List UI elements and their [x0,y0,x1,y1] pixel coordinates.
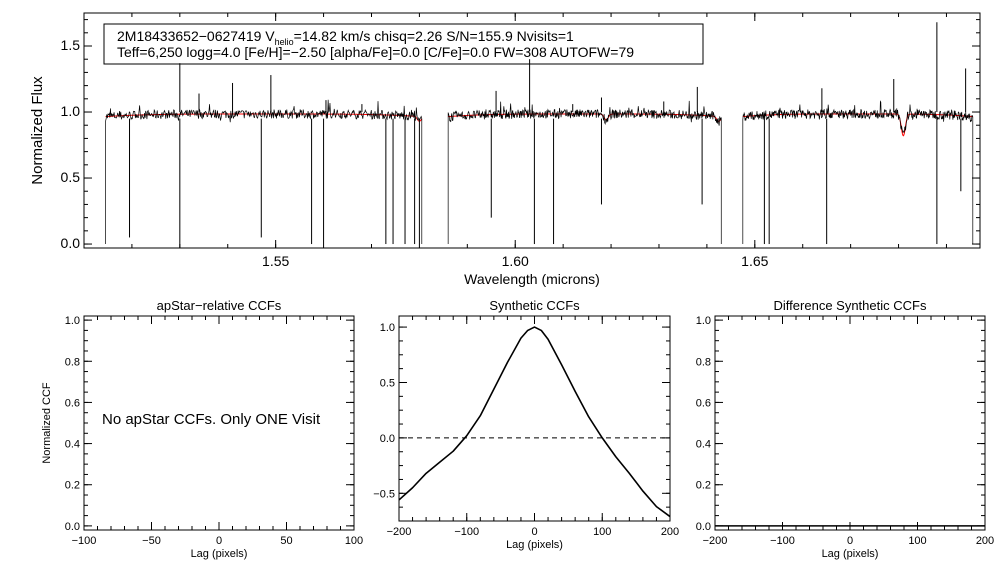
apstar-ccf-ytick-label: 0.4 [65,439,80,451]
spectrum-observed-line-chip1 [105,99,423,245]
apstar-ccf-ytick-label: 0.2 [65,480,80,492]
synthetic-ccf-xtick-label: 100 [593,526,611,538]
synthetic-ccf-ytick-label: 1.0 [380,322,395,334]
apstar-ccf-ytick-label: 0.8 [65,356,80,368]
synthetic-ccf-xtick-label: 0 [531,526,537,538]
spectrum-observed-line-chip2 [447,100,722,245]
info-box-line1-post: =14.82 km/s chisq=2.26 S/N=155.9 Nvisits… [294,28,574,44]
spectrum-xtick-label: 1.55 [262,253,289,269]
difference-ccf-xtick-label: 0 [847,535,853,547]
apstar-ccf-xtick-label: 100 [345,535,363,547]
info-box-line1: 2M18433652−0627419 Vhelio=14.82 km/s chi… [117,28,574,47]
synthetic-ccf-ytick-label: −0.5 [373,488,395,500]
difference-ccf-title: Difference Synthetic CCFs [774,298,927,313]
spectrum-ylabel: Normalized Flux [29,76,46,185]
apstar-ccf-xtick-label: 0 [216,535,222,547]
spectrum-xtick-label: 1.65 [741,253,768,269]
apstar-ccf-ytick-label: 0.0 [65,521,80,533]
difference-ccf-xtick-label: 100 [908,535,926,547]
panel-spectrum: 1.55 1.60 1.65 0.0 0.5 1.0 1.5 Wavelength (micr… [29,12,981,287]
info-box-frame [103,23,704,65]
spectrum-model-line-chip3 [742,113,973,137]
spectrum-frame [83,12,981,249]
spectrum-ytick-label: 0.5 [61,169,81,185]
spectrum-ytick-label: 1.5 [61,37,81,53]
synthetic-ccf-ytick-label: 0.0 [380,433,395,445]
info-box-line2: Teff=6,250 logg=4.0 [Fe/H]=−2.50 [alpha/… [117,44,634,60]
apstar-ccf-xtick-label: −100 [72,535,97,547]
apstar-ccf-ytick-label: 0.6 [65,397,80,409]
synthetic-ccf-xlabel: Lag (pixels) [506,539,563,551]
info-box-line1-pre: 2M18433652−0627419 V [117,28,275,44]
apstar-ccf-title: apStar−relative CCFs [157,298,282,313]
difference-ccf-ytick-label: 0.8 [696,356,711,368]
panel-apstar-ccf: −100 −50 0 50 100 0.0 0.2 0.4 0.6 0.8 1.0 apStar−re… [41,298,363,560]
difference-ccf-xtick-label: 200 [976,535,994,547]
synthetic-ccf-frame [398,315,671,522]
panel-difference-ccf: −200 −100 0 100 200 0.0 0.2 0.4 0.6 0.8 1.0 Differe… [696,298,994,560]
difference-ccf-xlabel: Lag (pixels) [822,548,879,560]
difference-ccf-xtick-label: −200 [703,535,728,547]
difference-ccf-ytick-label: 0.0 [696,521,711,533]
spectrum-plot-area [105,22,974,248]
panel-synthetic-ccf: −200 −100 0 100 200 −0.5 0.0 0.5 1.0 Synthetic CC… [373,298,679,551]
spectrum-xlabel: Wavelength (microns) [464,271,600,287]
spectrum-xtick-label: 1.60 [502,253,529,269]
difference-ccf-ytick-label: 0.6 [696,397,711,409]
difference-ccf-ytick-label: 0.4 [696,439,711,451]
apstar-ccf-ylabel: Normalized CCF [41,382,53,464]
synthetic-ccf-xtick-label: 200 [661,526,679,538]
spectrum-observed-line-chip3 [742,100,974,245]
synthetic-ccf-xtick-label: −200 [387,526,412,538]
no-apstar-annotation: No apStar CCFs. Only ONE Visit [102,411,321,428]
difference-ccf-ytick-label: 1.0 [696,315,711,327]
synthetic-ccf-xtick-label: −100 [454,526,479,538]
synthetic-ccf-title: Synthetic CCFs [489,298,580,313]
difference-ccf-ytick-label: 0.2 [696,480,711,492]
info-box-line1-sub: helio [275,37,294,47]
apstar-ccf-ytick-label: 1.0 [65,315,80,327]
apstar-ccf-xlabel: Lag (pixels) [191,548,248,560]
info-box: 2M18433652−0627419 Vhelio=14.82 km/s chi… [103,23,704,65]
apstar-ccf-xtick-label: −50 [142,535,161,547]
synthetic-ccf-ytick-label: 0.5 [380,377,395,389]
synthetic-ccf-line [398,326,671,518]
difference-ccf-xtick-label: −100 [770,535,795,547]
apstar-ccf-xtick-label: 50 [280,535,292,547]
spectrum-ytick-label: 0.0 [61,235,81,251]
spectrum-ytick-label: 1.0 [61,103,81,119]
difference-ccf-frame [714,315,986,531]
